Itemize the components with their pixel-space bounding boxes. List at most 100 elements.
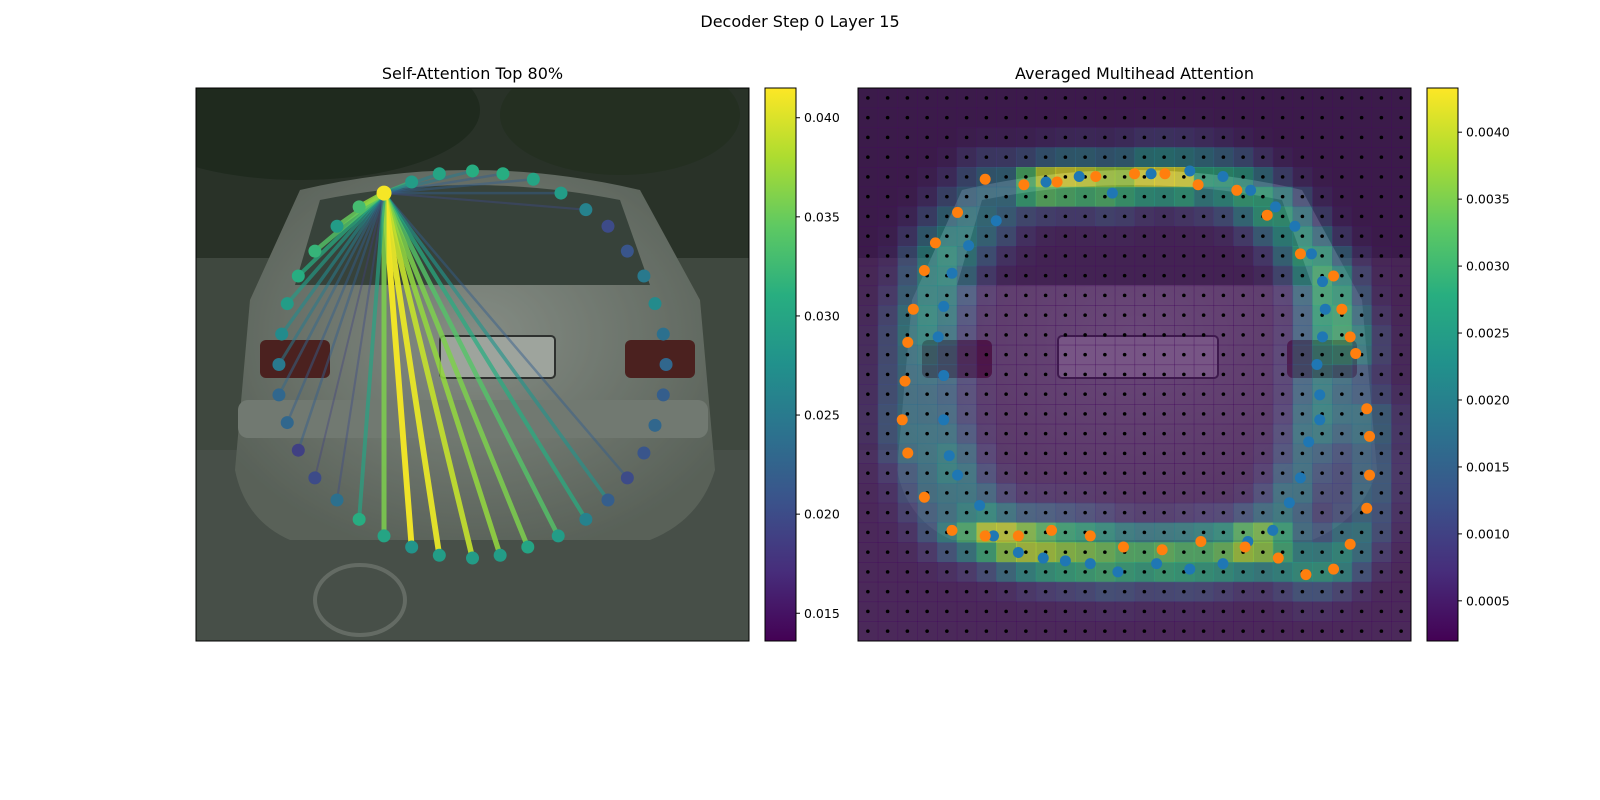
attention-point xyxy=(551,529,565,543)
grid-dot xyxy=(1122,392,1127,396)
grid-dot xyxy=(984,510,989,515)
grid-dot xyxy=(1261,372,1265,377)
grid-dot xyxy=(1359,234,1364,238)
grid-dot xyxy=(866,589,870,594)
grid-dot xyxy=(925,372,929,377)
blue-point xyxy=(1184,563,1196,575)
grid-dot xyxy=(964,491,969,495)
grid-dot xyxy=(984,451,989,456)
grid-dot xyxy=(1182,96,1186,100)
grid-dot xyxy=(1261,570,1265,574)
grid-dot xyxy=(1241,194,1245,199)
blue-point xyxy=(1084,558,1096,570)
grid-dot xyxy=(1241,115,1245,120)
grid-dot xyxy=(1182,471,1186,475)
grid-dot xyxy=(1300,372,1305,377)
grid-dot xyxy=(885,175,890,179)
grid-dot xyxy=(1399,609,1403,614)
grid-dot xyxy=(905,333,910,337)
grid-dot xyxy=(885,234,890,238)
attention-edge xyxy=(277,191,386,367)
grid-dot xyxy=(1142,96,1147,100)
grid-dot xyxy=(1241,372,1245,377)
grid-dot xyxy=(1300,431,1305,436)
grid-dot xyxy=(1024,115,1028,120)
grid-dot xyxy=(1241,471,1245,475)
grid-dot xyxy=(1221,214,1226,219)
grid-dot xyxy=(1063,155,1068,159)
grid-dot xyxy=(1162,352,1166,357)
grid-dot xyxy=(1201,96,1206,100)
grid-dot xyxy=(1359,471,1364,475)
grid-dot xyxy=(945,392,949,396)
grid-dot xyxy=(1063,214,1068,219)
grid-dot xyxy=(1004,135,1008,140)
orange-point xyxy=(1328,563,1340,575)
grid-dot xyxy=(1221,293,1226,298)
grid-dot xyxy=(1340,471,1344,475)
grid-dot xyxy=(1122,115,1127,120)
attention-point xyxy=(554,186,568,200)
grid-dot xyxy=(1122,333,1127,337)
grid-dot xyxy=(964,510,969,515)
grid-dot xyxy=(1043,313,1048,317)
grid-dot xyxy=(1261,412,1265,416)
grid-dot xyxy=(1162,214,1166,219)
grid-dot xyxy=(984,471,989,475)
grid-dot xyxy=(964,471,969,475)
grid-dot xyxy=(1320,96,1324,100)
grid-dot xyxy=(1024,510,1028,515)
grid-dot xyxy=(984,629,989,633)
grid-dot xyxy=(1320,609,1324,614)
grid-dot xyxy=(1024,629,1028,633)
grid-dot xyxy=(1221,313,1226,317)
grid-dot xyxy=(1103,530,1107,535)
grid-dot xyxy=(1359,629,1364,633)
grid-dot xyxy=(984,392,989,396)
colorbar-tick-label: 0.0040 xyxy=(1466,125,1510,140)
orange-point xyxy=(899,375,911,387)
grid-dot xyxy=(1004,313,1008,317)
grid-dot xyxy=(964,175,969,179)
blue-point xyxy=(1245,184,1257,196)
grid-dot xyxy=(964,135,969,140)
grid-dot xyxy=(1122,352,1127,357)
grid-dot xyxy=(1024,372,1028,377)
grid-dot xyxy=(866,293,870,298)
grid-dot xyxy=(1004,155,1008,159)
grid-dot xyxy=(1043,333,1048,337)
grid-dot xyxy=(1261,451,1265,456)
grid-dot xyxy=(925,451,929,456)
grid-dot xyxy=(885,352,890,357)
attention-point xyxy=(280,416,294,430)
grid-dot xyxy=(1103,333,1107,337)
grid-dot xyxy=(964,589,969,594)
grid-dot xyxy=(964,412,969,416)
grid-dot xyxy=(1004,96,1008,100)
grid-dot xyxy=(1320,491,1324,495)
grid-dot xyxy=(1103,273,1107,278)
grid-dot xyxy=(1280,333,1285,337)
grid-dot xyxy=(945,135,949,140)
grid-dot xyxy=(1162,412,1166,416)
grid-dot xyxy=(1280,352,1285,357)
grid-dot xyxy=(1359,214,1364,219)
attention-point xyxy=(466,164,479,178)
grid-dot xyxy=(1300,352,1305,357)
grid-dot xyxy=(945,491,949,495)
grid-dot xyxy=(1024,313,1028,317)
grid-dot xyxy=(1004,273,1008,278)
attention-edge xyxy=(381,191,588,522)
grid-dot xyxy=(1261,313,1265,317)
grid-dot xyxy=(1142,352,1147,357)
grid-dot xyxy=(1399,175,1403,179)
grid-dot xyxy=(1379,609,1384,614)
attention-point xyxy=(496,167,510,181)
grid-dot xyxy=(1399,293,1403,298)
grid-dot xyxy=(1162,510,1166,515)
grid-dot xyxy=(1300,530,1305,535)
grid-dot xyxy=(1221,372,1226,377)
grid-dot xyxy=(1221,530,1226,535)
grid-dot xyxy=(1201,313,1206,317)
